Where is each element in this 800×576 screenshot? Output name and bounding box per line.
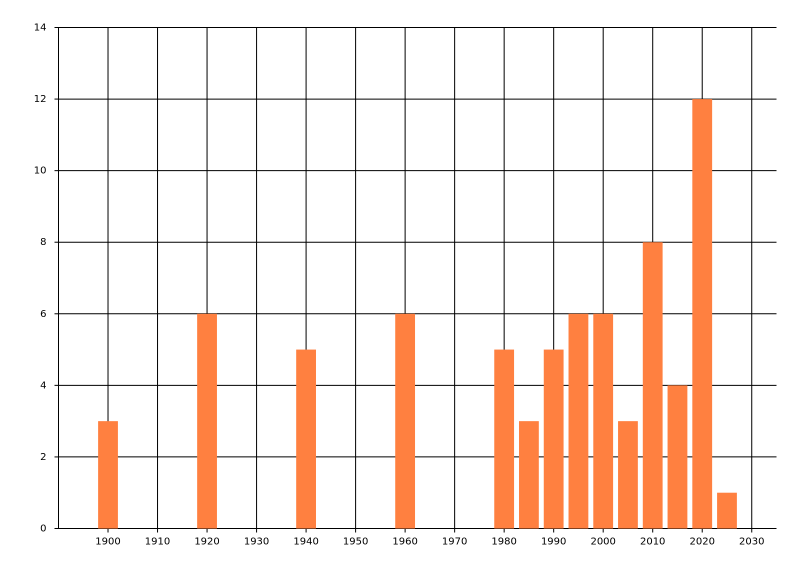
x-tick-label: 2030 [739,537,764,548]
bar [519,421,539,529]
x-tick-label: 2020 [689,537,714,548]
x-tick-label: 1980 [491,537,516,548]
x-tick-label: 1990 [541,537,566,548]
x-tick-label: 1960 [392,537,417,548]
x-tick-label: 2000 [590,537,615,548]
x-tick-label: 1940 [293,537,318,548]
y-tick-label: 4 [40,380,46,391]
bar [494,349,515,529]
x-tick-label: 1970 [442,537,467,548]
x-tick-label: 1950 [343,537,368,548]
x-tick-label: 1930 [244,537,269,548]
y-tick-label: 2 [40,452,46,463]
bar [296,349,316,529]
y-tick-label: 0 [40,524,46,535]
bar [568,313,589,529]
x-tick-label: 1910 [145,537,170,548]
bar [642,242,663,529]
y-tick-label: 6 [40,309,46,320]
bar [667,385,688,529]
x-tick-label: 2010 [640,537,665,548]
bar [717,492,737,529]
y-tick-label: 12 [34,94,47,105]
bar [543,349,564,529]
bar [618,421,638,529]
x-tick-label: 1900 [95,537,120,548]
bar [692,99,713,529]
y-tick-label: 8 [40,237,46,248]
bar [593,313,614,529]
y-tick-label: 14 [34,23,47,34]
bar [197,313,217,529]
bar [395,313,416,529]
x-tick-label: 1920 [194,537,219,548]
y-tick-label: 10 [34,166,47,177]
bar [98,421,118,529]
